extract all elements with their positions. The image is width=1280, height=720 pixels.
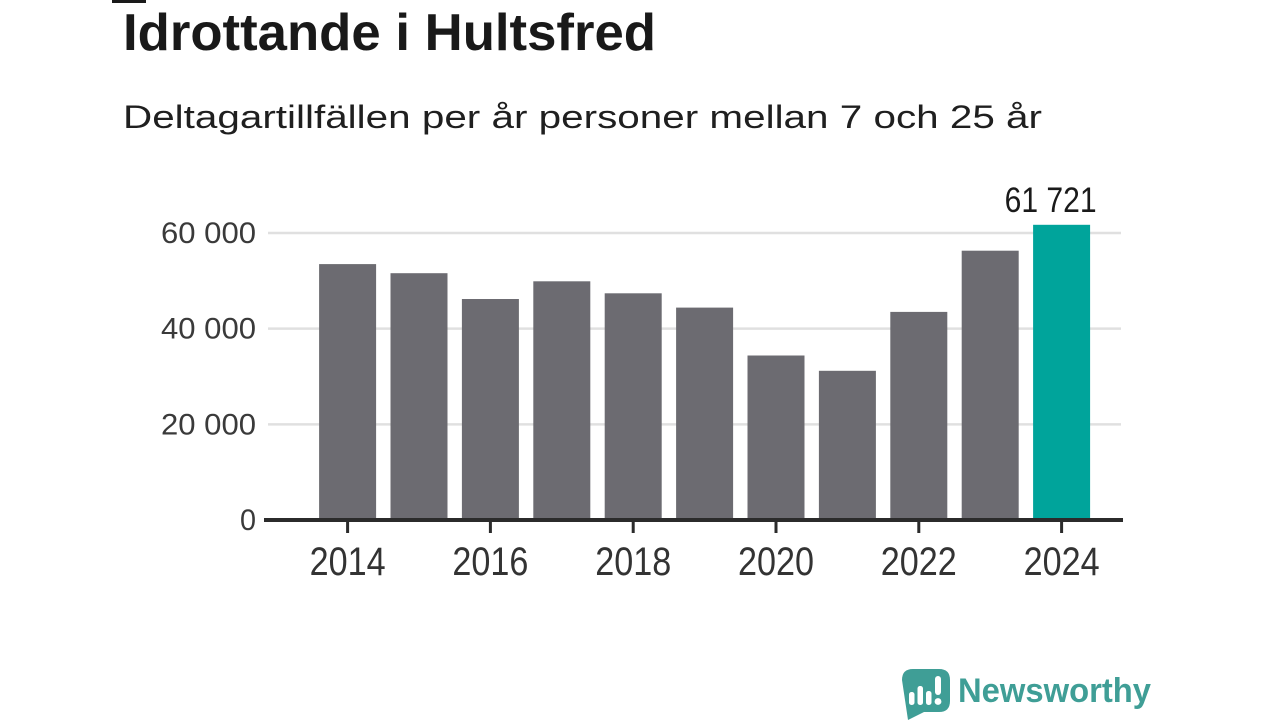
chart-title: Idrottande i Hultsfred (123, 4, 656, 62)
bar (890, 311, 948, 520)
bar (818, 370, 876, 520)
x-tick-label: 2016 (452, 540, 528, 584)
x-tick-label: 2014 (310, 540, 386, 584)
bar (961, 250, 1019, 520)
crop-artifact (112, 0, 146, 3)
bar (461, 299, 519, 520)
x-tick-label: 2024 (1024, 540, 1100, 584)
x-tick-label: 2022 (881, 540, 957, 584)
y-tick-label: 20 000 (161, 408, 256, 441)
x-tick-label: 2020 (738, 540, 814, 584)
bar (319, 264, 377, 520)
bar (676, 307, 734, 520)
bar (390, 273, 448, 520)
bar (604, 293, 662, 520)
y-axis-tick-labels: 0 20 000 40 000 60 000 (161, 217, 256, 537)
y-tick-label: 60 000 (161, 217, 256, 250)
bar-chart-speech-bubble-icon (902, 669, 950, 720)
y-tick-label: 40 000 (161, 313, 256, 346)
bar-highlight (1033, 224, 1091, 521)
bar (533, 281, 591, 520)
chart-subtitle: Deltagartillfällen per år personer mella… (123, 99, 1042, 135)
bar-value-label: 61 721 (1005, 181, 1097, 220)
newsworthy-logo: Newsworthy (902, 669, 1151, 720)
highlight-value-label: 61 721 (1005, 181, 1097, 220)
x-axis-tick-labels: 2014 2016 2018 2020 2022 2024 (310, 540, 1100, 584)
bar-series (319, 224, 1091, 521)
bar (747, 355, 805, 520)
x-axis (264, 518, 1123, 533)
x-tick-label: 2018 (595, 540, 671, 584)
newsworthy-logo-text: Newsworthy (958, 672, 1151, 710)
y-tick-label: 0 (240, 504, 256, 537)
